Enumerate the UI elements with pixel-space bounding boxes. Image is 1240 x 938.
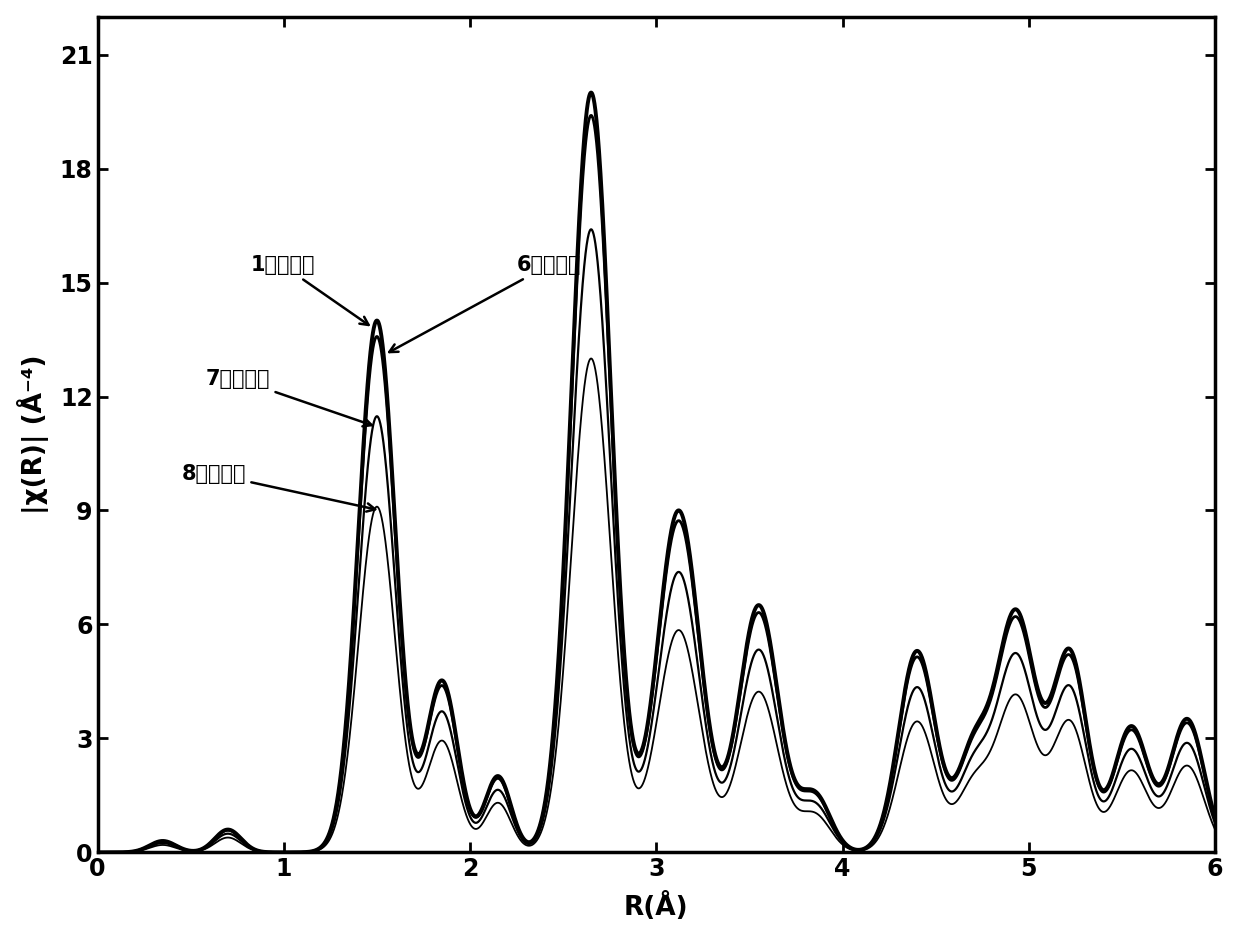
- Text: 6号催化剂: 6号催化剂: [389, 255, 582, 352]
- X-axis label: R(Å): R(Å): [624, 892, 688, 921]
- Text: 8号催化剂: 8号催化剂: [181, 464, 376, 511]
- Text: 7号催化剂: 7号催化剂: [206, 370, 372, 427]
- Y-axis label: |χ(R)| (Å⁻⁴): |χ(R)| (Å⁻⁴): [16, 355, 48, 514]
- Text: 1号催化剂: 1号催化剂: [250, 255, 368, 325]
